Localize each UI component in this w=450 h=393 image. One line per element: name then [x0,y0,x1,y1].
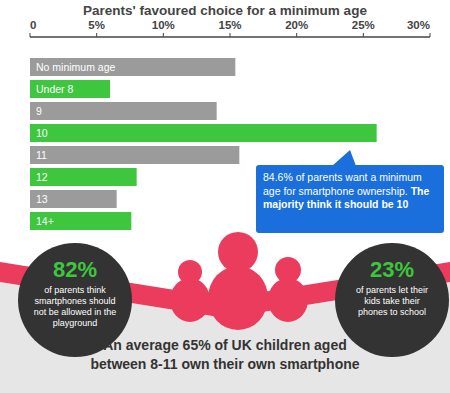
x-tick [163,33,164,37]
callout-text: 84.6% of parents want a minimum age for … [263,171,422,197]
title: Parents' favoured choice for a minimum a… [83,3,367,18]
x-tick-label: 25% [352,19,375,31]
stat-value: 23% [347,258,437,282]
figure-head [218,232,258,272]
bar [30,80,110,98]
x-tick [30,33,31,37]
stat-text: of parents let their kids take their pho… [350,285,434,318]
category-label: 10 [36,127,48,139]
category-label: Under 8 [36,83,74,95]
stat-value: 82% [30,258,120,282]
x-tick [363,33,364,37]
category-label: 13 [36,193,48,205]
bar [30,146,239,164]
figure [208,266,268,330]
bar [30,124,377,142]
bar [30,102,217,120]
callout: 84.6% of parents want a minimum age for … [256,165,444,233]
category-label: 9 [36,105,42,117]
x-tick-label: 30% [407,19,430,31]
category-label: 14+ [36,215,54,227]
x-tick-label: 20% [285,19,308,31]
figure-head [178,260,202,284]
x-tick [430,33,431,37]
bar [30,168,137,186]
x-tick-label: 10% [152,19,175,31]
figure [170,278,210,322]
bar [30,190,117,208]
footer: An average 65% of UK children aged betwe… [80,336,370,374]
x-tick [296,33,297,37]
x-tick-label: 0 [30,19,36,31]
figure [268,278,308,322]
page: Parents' favoured choice for a minimum a… [0,0,450,393]
x-tick-label: 5% [88,19,105,31]
stat-circle [335,243,449,357]
category-label: 12 [36,171,48,183]
x-tick [230,33,231,37]
figure-head [275,257,301,283]
callout-pointer [332,150,356,166]
bar [30,58,235,76]
x-tick-label: 15% [218,19,241,31]
stat-text: of parents think smartphones should not … [33,285,117,329]
category-label: No minimum age [36,61,116,73]
category-label: 11 [36,149,47,161]
bar [30,212,131,230]
x-tick [96,33,97,37]
